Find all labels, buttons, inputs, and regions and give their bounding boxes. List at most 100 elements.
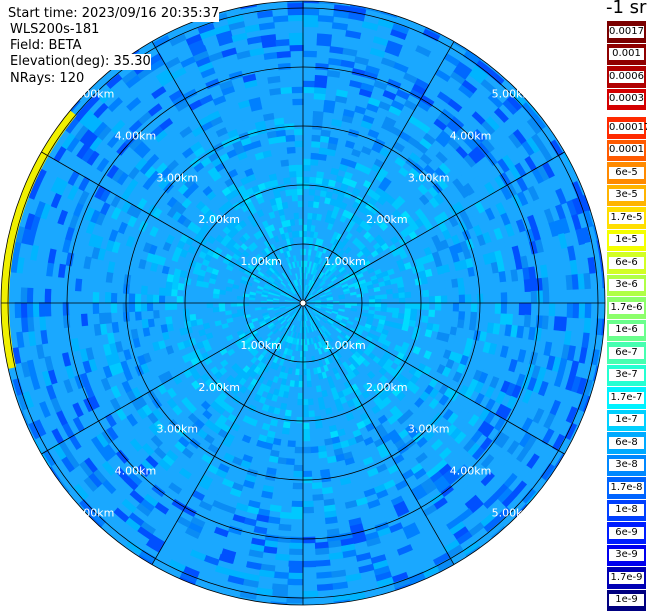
colorbar-cell: 6e-5 [607,162,646,185]
colorbar-cell: 1.7e-6 [607,297,646,320]
range-gate-cell [303,399,309,405]
colorbar-cell: 0.0017 [607,21,646,44]
range-gate-cell [297,399,303,405]
range-gate-cell [288,9,304,16]
range-gate-cell [307,219,312,226]
range-gate-cell [283,421,291,428]
colorbar-cell: 6e-9 [607,522,646,545]
range-gate-cell [93,302,100,314]
range-gate-cell [272,9,289,17]
range-gate-cell [303,237,307,243]
range-gate-cell [273,571,289,578]
range-gate-cell [299,375,303,381]
colorbar-tick-label: 6e-9 [609,527,644,539]
colorbar-cell: 0.0006 [607,66,646,89]
range-gate-cell [298,201,304,207]
colorbar-cell: 0.0001 [607,140,646,163]
range-gate-cell [507,303,514,315]
range-ring-label: 5.00km [73,88,115,101]
range-gate-cell [165,288,172,296]
range-gate-cell [375,303,381,307]
colorbar-tick-label: 0.0017 [609,26,644,38]
range-gate-cell [296,417,303,423]
range-gate-cell [303,405,309,411]
range-gate-cell [314,195,321,202]
range-gate-cell [423,303,429,310]
range-ring-label: 1.00km [324,255,366,268]
colorbar-tick-label: 1e-9 [609,594,644,606]
range-gate-cell [219,307,226,312]
range-gate-cell [33,302,40,317]
range-gate-cell [392,308,399,314]
range-gate-cell [495,303,502,314]
range-gate-cell [393,293,400,299]
range-ring-label: 3.00km [157,423,199,436]
range-gate-cell [289,549,303,556]
range-gate-cell [313,500,325,507]
range-gate-cell [314,530,327,537]
colorbar-tick-label: 1e-5 [609,234,644,246]
range-gate-cell [312,494,323,501]
range-gate-cell [290,63,303,70]
range-gate-cell [537,290,544,303]
colorbar-cell: 3e-5 [607,185,646,208]
range-gate-cell [33,274,40,289]
range-gate-cell [27,302,34,317]
range-gate-cell [303,183,310,189]
range-gate-cell [159,287,166,295]
range-ring-label: 2.00km [366,381,408,394]
range-gate-cell [542,277,549,291]
range-gate-cell [291,513,303,520]
range-gate-cell [291,507,303,514]
range-gate-cell [287,0,304,3]
range-gate-cell [302,507,314,514]
range-gate-cell [421,316,428,324]
range-gate-cell [375,299,381,303]
range-gate-cell [27,288,34,303]
range-gate-cell [159,295,166,303]
range-gate-cell [177,296,183,303]
range-gate-cell [321,130,331,137]
range-gate-cell [294,465,303,472]
range-gate-cell [404,292,411,298]
range-gate-cell [317,27,333,34]
range-gate-cell [439,280,446,289]
range-gate-cell [310,159,318,166]
range-gate-cell [428,310,435,318]
colorbar-tick-label: 1.7e-9 [609,572,644,584]
range-gate-cell [309,189,316,196]
range-gate-cell [315,548,329,555]
range-gate-cell [142,319,149,329]
colorbar-tick-label: 6e-7 [609,347,644,359]
range-ring-label: 2.00km [198,381,240,394]
range-gate-cell [351,303,357,306]
range-gate-cell [307,375,312,382]
range-gate-cell [524,279,531,292]
range-gate-cell [458,311,465,320]
range-gate-cell [429,296,435,303]
range-ring-label: 4.00km [450,129,492,142]
range-gate-cell [75,278,82,291]
range-gate-cell [311,135,321,142]
range-gate-cell [289,171,297,178]
range-gate-cell [314,87,326,94]
range-gate-cell [435,303,442,311]
colorbar-cell: 1e-8 [607,500,646,523]
range-gate-cell [278,63,292,70]
range-gate-cell [298,393,303,399]
range-gate-cell [297,189,303,195]
range-gate-cell [417,303,423,310]
range-gate-cell [573,303,580,318]
range-gate-cell [381,294,388,299]
range-gate-cell [303,225,307,231]
range-gate-cell [293,471,303,478]
range-gate-cell [435,296,441,304]
range-gate-cell [313,111,324,118]
range-gate-cell [375,307,382,312]
range-gate-cell [457,319,464,329]
range-gate-cell [237,296,244,300]
range-gate-cell [525,303,532,316]
range-gate-cell [506,314,513,326]
range-gate-cell [386,289,393,295]
